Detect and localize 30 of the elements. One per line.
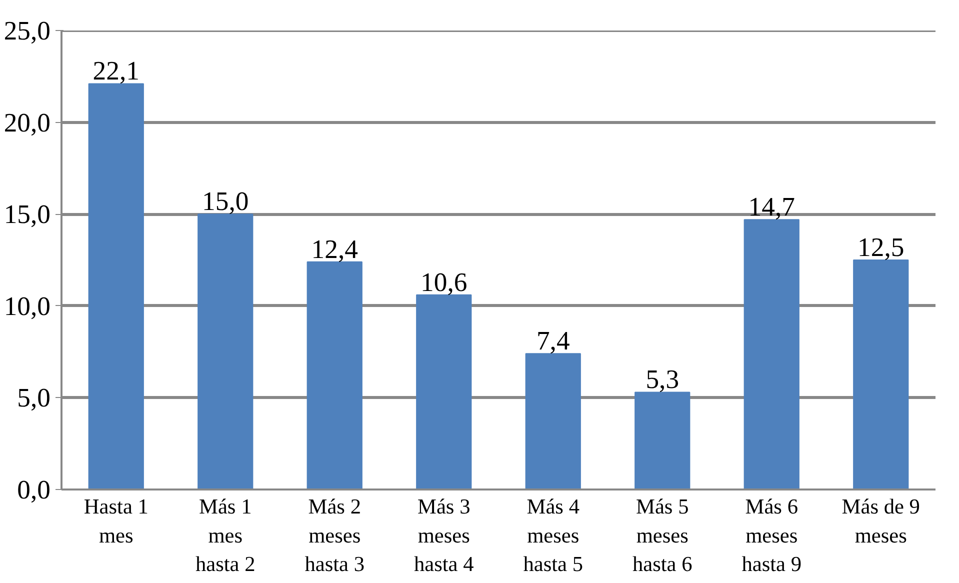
- bar: [525, 353, 581, 490]
- x-tick-label: Hasta 1 mes: [84, 494, 148, 548]
- y-tick-label: 0,0: [17, 474, 51, 504]
- x-tick-label: Más 4 meses hasta 5: [523, 494, 584, 576]
- data-label: 15,0: [202, 186, 249, 216]
- data-label: 12,5: [858, 232, 904, 262]
- bar: [88, 83, 144, 490]
- bar: [198, 214, 254, 490]
- y-tick-label: 5,0: [17, 382, 51, 413]
- y-tick-label: 10,0: [4, 290, 51, 321]
- data-label: 22,1: [92, 56, 140, 86]
- x-tick-label: Más 5 meses hasta 6: [632, 494, 693, 576]
- y-tick-label: 15,0: [4, 199, 51, 230]
- bar: [634, 392, 690, 490]
- y-tick-label: 20,0: [4, 107, 51, 138]
- data-label: 10,6: [420, 266, 468, 297]
- bar: [853, 260, 909, 490]
- x-tick-label: Más 6 meses hasta 9: [742, 494, 802, 576]
- bar: [744, 219, 800, 490]
- bar: [416, 294, 472, 490]
- data-label: 14,7: [748, 192, 795, 222]
- x-tick-label: Más 1 mes hasta 2: [195, 494, 256, 576]
- data-label: 5,3: [646, 364, 680, 394]
- y-tick-label: 25,0: [4, 16, 51, 46]
- bar: [306, 261, 362, 490]
- x-tick-label: Más de 9 meses: [842, 494, 920, 548]
- data-label: 7,4: [536, 326, 570, 356]
- data-label: 12,4: [311, 234, 358, 264]
- x-tick-label: Más 2 meses hasta 3: [304, 494, 365, 576]
- x-tick-label: Más 3 meses hasta 4: [414, 494, 474, 576]
